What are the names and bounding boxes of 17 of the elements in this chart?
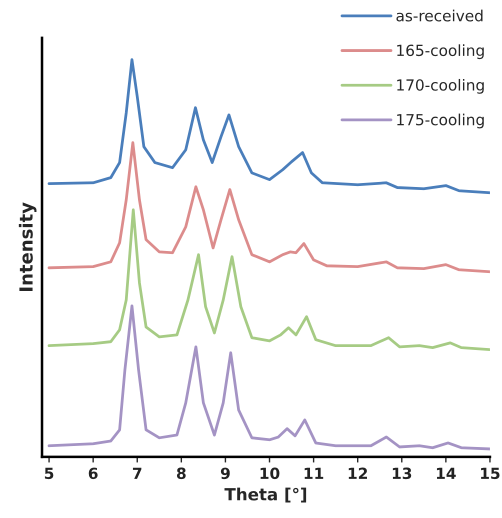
x-tick-label: 7 [132,468,142,479]
x-tick-label: 9 [220,468,230,480]
y-axis-title: Intensity [18,202,36,292]
x-tick-label: 12 [348,468,367,479]
x-tick-label: 11 [304,468,324,479]
x-tick-label: 8 [176,468,186,480]
x-tick-label: 5 [44,468,54,480]
x-tick-label: 14 [436,468,456,479]
legend-label: as-received [396,10,482,22]
legend-label: 165-cooling [397,44,484,60]
x-axis-title: Theta [°] [224,488,306,502]
legend-label: 170-cooling [397,78,484,94]
x-tick-label: 13 [392,468,412,480]
x-tick-label: 10 [260,468,280,480]
legend-label: 175-cooling [397,114,484,128]
x-tick-label: 6 [88,468,98,480]
x-tick-label: 15 [481,468,500,480]
